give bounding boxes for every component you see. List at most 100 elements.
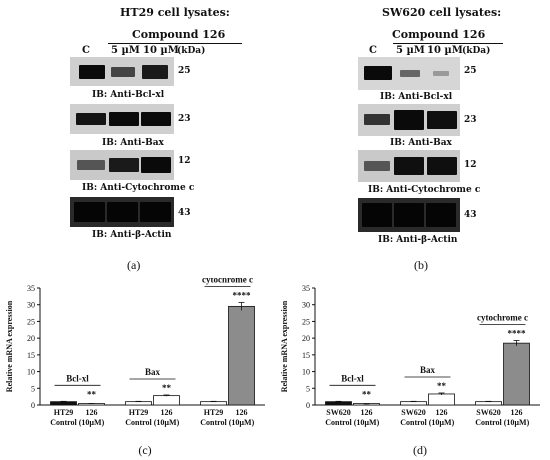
chart-d-ytick-label: 15 — [302, 351, 310, 360]
panel-b-mw-bax: 23 — [464, 115, 477, 125]
chart-c-category-label: (10µM) — [229, 418, 255, 427]
panel-a-ib-beta-actin: IB: Anti-β-Actin — [92, 230, 172, 240]
chart-d-significance: ** — [437, 381, 447, 391]
chart-c-ylabel: Relative mRNA expression — [5, 300, 14, 392]
panel-a-mw-bcl-xl: 25 — [178, 66, 191, 76]
panel-b-ib-bcl-xl: IB: Anti-Bcl-xl — [380, 92, 453, 102]
chart-d-bar — [400, 401, 427, 406]
panel-a-ib-bax: IB: Anti-Bax — [102, 138, 164, 148]
chart-c-group-label: Bax — [145, 367, 161, 377]
panel-a-blot-bcl-xl — [70, 57, 174, 86]
panel-a-kda-unit: (kDa) — [177, 46, 206, 56]
chart-c-group-label: cytochrome c — [202, 278, 253, 284]
chart-d-significance: **** — [508, 328, 527, 338]
chart-d-category-label: Control — [400, 418, 427, 427]
panel-b-header: SW620 cell lysates: — [382, 6, 502, 19]
chart-c-group-label: Bcl-xl — [66, 373, 89, 383]
panel-a-mw-beta-actin: 43 — [178, 208, 191, 218]
chart-d-category-label: 126 — [361, 408, 373, 417]
chart-d-category-label: (10µM) — [429, 418, 455, 427]
panel-a-lane-10um: 10 µM — [143, 45, 179, 56]
chart-d-bar — [325, 401, 352, 406]
chart-d: 0 5 10 15 20 25 30 35 Relative mRNA expression SW… — [280, 284, 540, 457]
chart-c-category-label: 126 — [161, 408, 173, 417]
chart-d-ylabel: Relative mRNA expression — [280, 300, 289, 392]
chart-d-category-label: SW620 — [476, 408, 500, 417]
panel-a-mw-cytochrome-c: 12 — [178, 156, 191, 166]
panel-a-compound-line — [108, 43, 242, 44]
chart-d-ytick-label: 30 — [302, 301, 310, 310]
panel-b-mw-cytochrome-c: 12 — [464, 160, 477, 170]
chart-d-category-label: (10µM) — [354, 418, 380, 427]
panel-a-blot-bax — [70, 104, 174, 134]
chart-c-bar — [228, 305, 255, 406]
chart-c-bar — [125, 401, 152, 406]
chart-c-category-label: Control — [50, 418, 77, 427]
chart-d-category-label: Control — [325, 418, 352, 427]
chart-d-group-label: cytochrome c — [477, 312, 528, 322]
panel-a-mw-bax: 23 — [178, 114, 191, 124]
chart-c-significance: **** — [233, 290, 252, 300]
chart-c-category-label: HT29 — [204, 408, 224, 417]
chart-d-category-label: SW620 — [401, 408, 425, 417]
chart-d-category-label: SW620 — [326, 408, 350, 417]
panel-b-lane-control: C — [369, 45, 377, 56]
chart-c: 0 5 10 15 20 25 30 35 Relative mRNA expression HT… — [5, 278, 265, 457]
panel-a-lane-5um: 5 µM — [111, 45, 140, 56]
chart-c-category-label: 126 — [236, 408, 248, 417]
panel-a-ib-cytochrome-c: IB: Anti-Cytochrome c — [82, 183, 195, 193]
chart-d-ytick-label: 0 — [306, 401, 310, 410]
chart-c-bar — [200, 401, 227, 406]
chart-c-bar — [50, 401, 77, 406]
panel-a-header: HT29 cell lysates: — [120, 6, 230, 19]
panel-a-blot-cytochrome-c — [70, 150, 174, 180]
panel-b-ib-cytochrome-c: IB: Anti-Cytochrome c — [368, 185, 481, 195]
chart-d-ytick-label: 35 — [302, 284, 310, 293]
chart-d-bar — [475, 401, 502, 406]
chart-d-significance: ** — [362, 389, 372, 399]
chart-d-ytick-label: 10 — [302, 368, 310, 377]
panel-b-compound-line — [393, 43, 503, 44]
panel-a-caption: (a) — [127, 258, 141, 272]
panel-b-blot-bcl-xl — [358, 57, 460, 90]
panel-a-blot-beta-actin — [70, 197, 174, 227]
chart-d-group-label: Bax — [420, 365, 436, 375]
panel-b-blot-beta-actin — [358, 198, 460, 232]
chart-c-significance: ** — [87, 389, 97, 399]
chart-c-ytick-label: 20 — [27, 334, 35, 343]
chart-d-ytick-label: 20 — [302, 334, 310, 343]
chart-d-category-label: (10µM) — [504, 418, 530, 427]
chart-d-bar — [428, 393, 455, 406]
chart-c-category-label: HT29 — [129, 408, 149, 417]
panel-b-kda-unit: (kDa) — [462, 46, 491, 56]
chart-d-category-label: 126 — [436, 408, 448, 417]
chart-d-group-label: Bcl-xl — [341, 373, 364, 383]
chart-c-ytick-label: 5 — [31, 384, 35, 393]
panel-b-caption: (b) — [414, 258, 428, 272]
chart-c-ytick-label: 15 — [27, 351, 35, 360]
panel-b-mw-bcl-xl: 25 — [464, 66, 477, 76]
panel-b-lane-10um: 10 µM — [427, 45, 463, 56]
chart-d-category-label: 126 — [511, 408, 523, 417]
chart-c-ytick-label: 25 — [27, 317, 35, 326]
chart-c-category-label: (10µM) — [154, 418, 180, 427]
chart-d-ytick-label: 5 — [306, 384, 310, 393]
panel-b-ib-bax: IB: Anti-Bax — [390, 138, 452, 148]
panel-b-ib-beta-actin: IB: Anti-β-Actin — [378, 235, 458, 245]
chart-c-ytick-label: 35 — [27, 284, 35, 293]
panel-b-compound-label: Compound 126 — [392, 28, 486, 41]
panel-a-compound-label: Compound 126 — [132, 28, 226, 41]
panel-a-lane-control: C — [82, 45, 90, 56]
panel-b-mw-beta-actin: 43 — [464, 210, 477, 220]
chart-c-caption: (c) — [138, 443, 151, 457]
chart-d-category-label: Control — [475, 418, 502, 427]
chart-d-ytick-label: 25 — [302, 317, 310, 326]
chart-c-category-label: (10µM) — [79, 418, 105, 427]
panel-a-ib-bcl-xl: IB: Anti-Bcl-xl — [92, 90, 165, 100]
chart-c-ytick-label: 30 — [27, 301, 35, 310]
chart-c-ytick-label: 10 — [27, 368, 35, 377]
panel-b-blot-bax — [358, 104, 460, 136]
chart-c-bar — [153, 395, 180, 406]
chart-d-caption: (d) — [413, 443, 427, 457]
chart-c-category-label: HT29 — [54, 408, 74, 417]
